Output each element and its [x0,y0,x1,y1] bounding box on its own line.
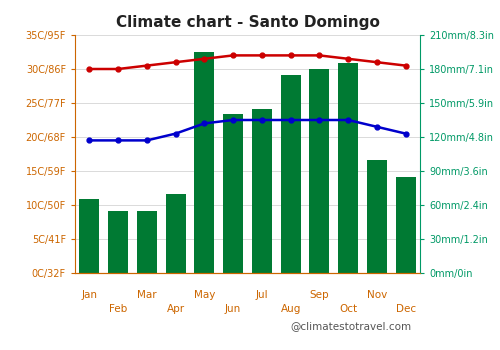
Text: Mar: Mar [137,290,156,300]
Bar [367,160,387,273]
Bar [280,75,300,273]
Bar [80,199,100,273]
Bar [108,211,128,273]
Bar [166,194,186,273]
Text: Jul: Jul [256,290,268,300]
Text: Apr: Apr [166,303,184,314]
Bar [338,63,358,273]
Text: @climatestotravel.com: @climatestotravel.com [290,321,411,331]
Title: Climate chart - Santo Domingo: Climate chart - Santo Domingo [116,15,380,30]
Text: Dec: Dec [396,303,415,314]
Text: Sep: Sep [310,290,329,300]
Text: Feb: Feb [109,303,127,314]
Bar [252,108,272,273]
Bar [194,52,214,273]
Text: May: May [194,290,215,300]
Bar [310,69,330,273]
Text: Aug: Aug [280,303,301,314]
Bar [137,211,157,273]
Text: Oct: Oct [339,303,357,314]
Text: Jan: Jan [82,290,98,300]
Bar [223,114,243,273]
Bar [396,177,415,273]
Text: Nov: Nov [367,290,387,300]
Text: Jun: Jun [225,303,241,314]
